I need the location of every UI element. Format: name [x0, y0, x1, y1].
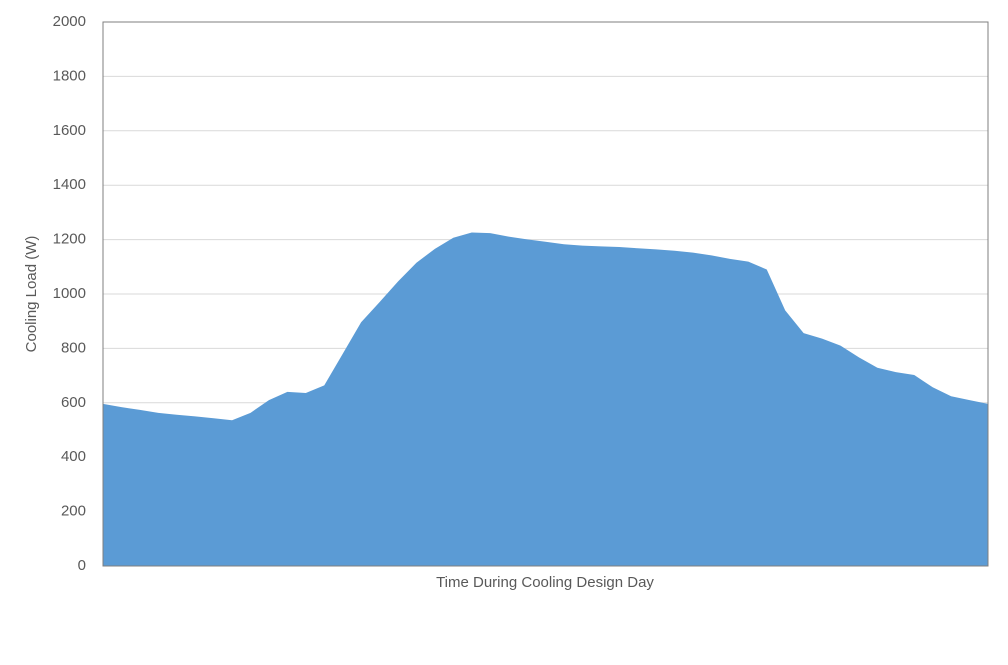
y-tick-label: 800 [61, 339, 86, 356]
plot-frame [102, 21, 989, 567]
y-tick-label: 600 [61, 394, 86, 411]
y-tick-label: 200 [61, 503, 86, 520]
x-axis-label: Time During Cooling Design Day [436, 574, 654, 591]
y-tick-label: 2000 [53, 13, 86, 30]
y-tick-label: 1200 [53, 231, 86, 248]
area [103, 232, 988, 566]
y-axis-label: Cooling Load (W) [23, 236, 40, 353]
y-tick-label: 1400 [53, 176, 86, 193]
y-tick-label: 1800 [53, 67, 86, 84]
y-tick-label: 1600 [53, 122, 86, 139]
y-tick-label: 1000 [53, 285, 86, 302]
y-tick-label: 0 [78, 557, 86, 574]
y-tick-label: 400 [61, 448, 86, 465]
